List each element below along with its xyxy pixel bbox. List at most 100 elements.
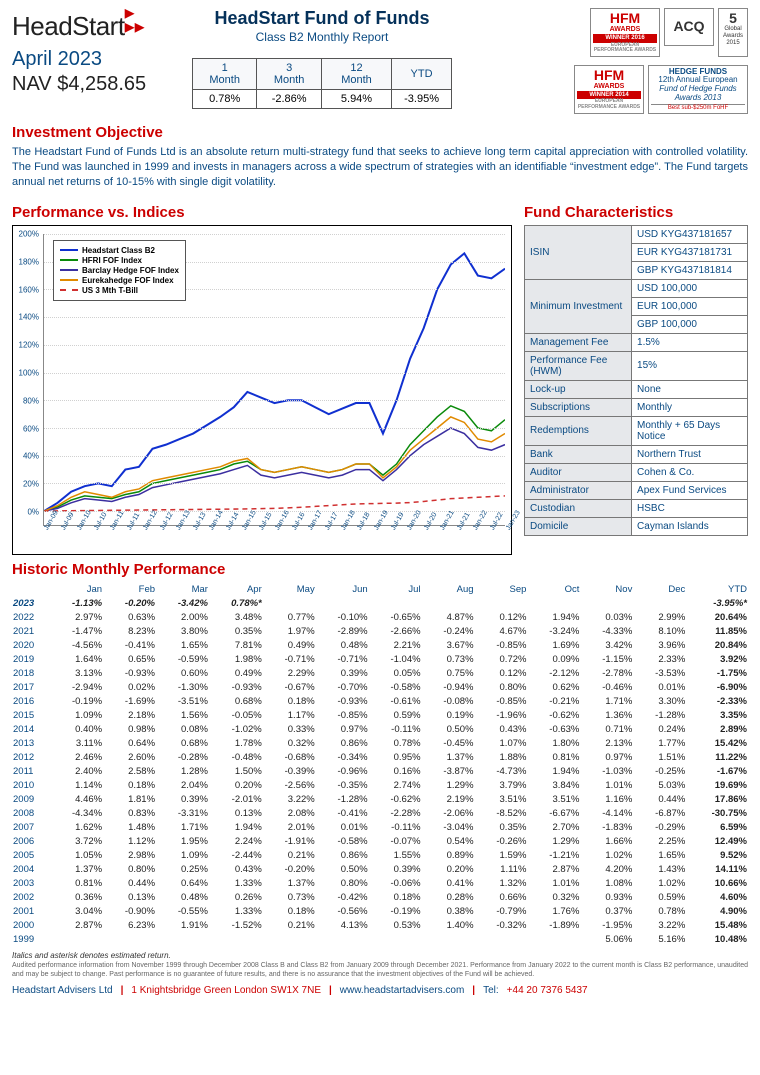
hist-cell: -3.24% bbox=[527, 625, 580, 639]
hist-cell: -0.67% bbox=[263, 681, 316, 695]
hist-cell: 2.97% bbox=[50, 611, 103, 625]
x-tick-label: Jan-23 bbox=[505, 509, 522, 531]
hist-cell: 4.46% bbox=[50, 793, 103, 807]
char-value: GBP KYG437181814 bbox=[632, 261, 748, 279]
hist-cell: -1.30% bbox=[156, 681, 209, 695]
hist-cell: -0.85% bbox=[475, 639, 528, 653]
hist-cell: -0.56% bbox=[316, 905, 369, 919]
hist-cell: -0.63% bbox=[527, 723, 580, 737]
y-tick-label: 80% bbox=[23, 396, 39, 405]
hist-cell: -0.21% bbox=[527, 695, 580, 709]
hist-cell: 1.16% bbox=[580, 793, 633, 807]
legend-swatch bbox=[60, 279, 78, 281]
hist-cell: -0.41% bbox=[103, 639, 156, 653]
hist-cell: 0.43% bbox=[209, 863, 263, 877]
char-label: Minimum Investment bbox=[525, 279, 632, 333]
table-row: 20002.87%6.23%1.91%-1.52%0.21%4.13%0.53%… bbox=[12, 919, 748, 933]
hist-cell: 0.44% bbox=[633, 793, 686, 807]
hist-cell: -1.52% bbox=[209, 919, 263, 933]
hist-cell: -0.58% bbox=[369, 681, 422, 695]
hist-cell: 0.53% bbox=[369, 919, 422, 933]
summary-header: 1 Month bbox=[193, 59, 257, 90]
hist-cell: 0.12% bbox=[475, 667, 528, 681]
hist-cell: -6.90% bbox=[686, 681, 748, 695]
summary-value: -2.86% bbox=[257, 90, 322, 109]
award-text: Best sub-$250m FoHF bbox=[651, 104, 745, 112]
char-value: Cayman Islands bbox=[632, 517, 748, 535]
hist-cell: -0.28% bbox=[156, 751, 209, 765]
hist-cell: 15.48% bbox=[686, 919, 748, 933]
hist-cell bbox=[263, 597, 316, 611]
hist-cell: 2.33% bbox=[633, 653, 686, 667]
hist-cell: 1.78% bbox=[209, 737, 263, 751]
y-tick-label: 120% bbox=[19, 341, 39, 350]
char-label: Auditor bbox=[525, 463, 632, 481]
report-date: April 2023 bbox=[12, 48, 192, 71]
hist-year: 2006 bbox=[12, 835, 50, 849]
hist-cell: 0.65% bbox=[103, 653, 156, 667]
hist-cell: 1.71% bbox=[580, 695, 633, 709]
hist-cell: 4.87% bbox=[422, 611, 475, 625]
char-label: Custodian bbox=[525, 499, 632, 517]
hist-cell: 1.71% bbox=[156, 821, 209, 835]
y-tick-label: 180% bbox=[19, 257, 39, 266]
hist-cell: 0.13% bbox=[103, 891, 156, 905]
hist-header: Nov bbox=[580, 582, 633, 597]
hist-cell: 2.87% bbox=[50, 919, 103, 933]
y-tick-label: 100% bbox=[19, 369, 39, 378]
hist-cell: 0.64% bbox=[156, 877, 209, 891]
hist-cell: 1.48% bbox=[103, 821, 156, 835]
hist-header: Feb bbox=[103, 582, 156, 597]
hist-cell: 1.37% bbox=[263, 877, 316, 891]
table-row: 20140.40%0.98%0.08%-1.02%0.33%0.97%-0.11… bbox=[12, 723, 748, 737]
hist-cell: 8.10% bbox=[633, 625, 686, 639]
hist-cell: 0.38% bbox=[422, 905, 475, 919]
hist-cell: -1.28% bbox=[633, 709, 686, 723]
legend-label: Headstart Class B2 bbox=[82, 246, 155, 255]
hist-cell: 2.00% bbox=[156, 611, 209, 625]
footer-company: Headstart Advisers Ltd bbox=[12, 985, 113, 996]
hist-cell: 0.18% bbox=[369, 891, 422, 905]
hist-cell: -1.83% bbox=[580, 821, 633, 835]
hist-cell: 2.24% bbox=[209, 835, 263, 849]
hist-cell: 0.83% bbox=[103, 807, 156, 821]
table-row: 2017-2.94%0.02%-1.30%-0.93%-0.67%-0.70%-… bbox=[12, 681, 748, 695]
hist-cell: -2.06% bbox=[422, 807, 475, 821]
hist-cell: 2.74% bbox=[369, 779, 422, 793]
hist-cell: 1.05% bbox=[50, 849, 103, 863]
hist-cell: 0.33% bbox=[263, 723, 316, 737]
hist-cell: -3.42% bbox=[156, 597, 209, 611]
hist-cell: -0.10% bbox=[316, 611, 369, 625]
hist-cell bbox=[369, 597, 422, 611]
award-acq: ACQ bbox=[664, 8, 714, 46]
hist-cell: -1.67% bbox=[686, 765, 748, 779]
char-label: Performance Fee (HWM) bbox=[525, 351, 632, 380]
char-value: USD KYG437181657 bbox=[632, 225, 748, 243]
legend-swatch bbox=[60, 289, 78, 291]
footer: Headstart Advisers Ltd | 1 Knightsbridge… bbox=[12, 985, 748, 996]
hist-cell: 0.64% bbox=[103, 737, 156, 751]
hist-cell: 19.69% bbox=[686, 779, 748, 793]
hist-year: 2001 bbox=[12, 905, 50, 919]
hist-cell: -1.75% bbox=[686, 667, 748, 681]
hist-cell: -4.34% bbox=[50, 807, 103, 821]
separator-icon: | bbox=[121, 985, 124, 996]
hist-cell: -0.96% bbox=[316, 765, 369, 779]
legend-swatch bbox=[60, 259, 78, 261]
hist-cell: 1.91% bbox=[156, 919, 209, 933]
hist-cell bbox=[209, 933, 263, 947]
hist-cell: 9.52% bbox=[686, 849, 748, 863]
footer-tel-label: Tel: bbox=[483, 985, 499, 996]
hist-header: Sep bbox=[475, 582, 528, 597]
hist-cell: -0.65% bbox=[369, 611, 422, 625]
hist-cell: -1.03% bbox=[580, 765, 633, 779]
hist-cell: 0.40% bbox=[50, 723, 103, 737]
hist-cell: 0.78% bbox=[633, 905, 686, 919]
hist-cell: 1.76% bbox=[527, 905, 580, 919]
hist-cell: -4.14% bbox=[580, 807, 633, 821]
award-text: EUROPEAN PERFORMANCE AWARDS bbox=[577, 99, 641, 110]
hist-cell: -0.05% bbox=[209, 709, 263, 723]
hist-cell: 3.48% bbox=[209, 611, 263, 625]
hist-cell bbox=[527, 933, 580, 947]
hist-cell: 0.35% bbox=[209, 625, 263, 639]
